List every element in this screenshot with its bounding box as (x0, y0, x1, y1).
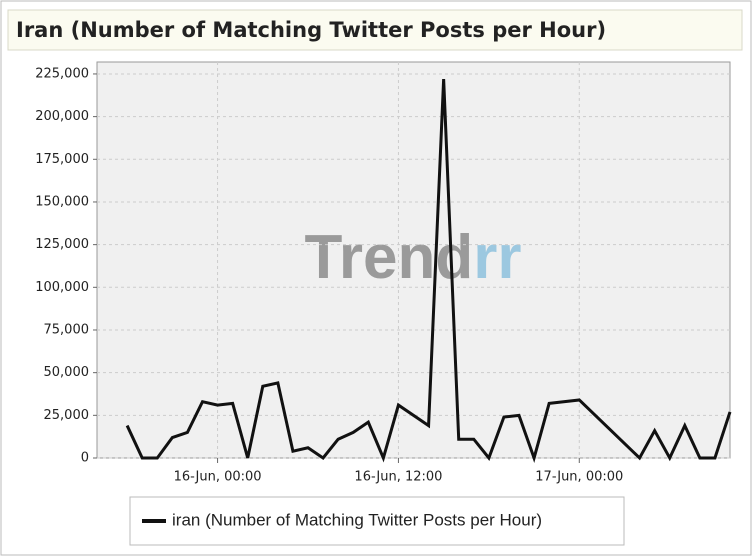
x-tick-label: 17-Jun, 00:00 (535, 470, 623, 485)
watermark-part: Trend (304, 223, 473, 292)
y-tick-label: 0 (81, 451, 89, 466)
x-tick-label: 16-Jun, 00:00 (174, 470, 262, 485)
y-tick-label: 50,000 (44, 365, 90, 380)
title-box (7, 9, 743, 51)
watermark-part: rr (473, 223, 521, 292)
y-tick-label: 125,000 (35, 237, 89, 252)
legend (129, 496, 625, 546)
legend-label: iran (Number of Matching Twitter Posts p… (172, 510, 542, 529)
y-tick-label: 100,000 (35, 280, 89, 295)
watermark: Trendrr (304, 223, 521, 292)
line-series (125, 79, 732, 464)
y-tick-label: 25,000 (44, 408, 90, 423)
y-tick-label: 150,000 (35, 194, 89, 209)
marks (125, 79, 732, 464)
y-tick-label: 175,000 (35, 152, 89, 167)
grid (97, 62, 730, 459)
plot-area (96, 61, 731, 459)
y-tick-label: 75,000 (44, 322, 90, 337)
chart-title: Iran (Number of Matching Twitter Posts p… (16, 18, 606, 42)
y-tick-label: 200,000 (35, 109, 89, 124)
x-tick-label: 16-Jun, 12:00 (354, 470, 442, 485)
y-tick-label: 225,000 (35, 66, 89, 81)
